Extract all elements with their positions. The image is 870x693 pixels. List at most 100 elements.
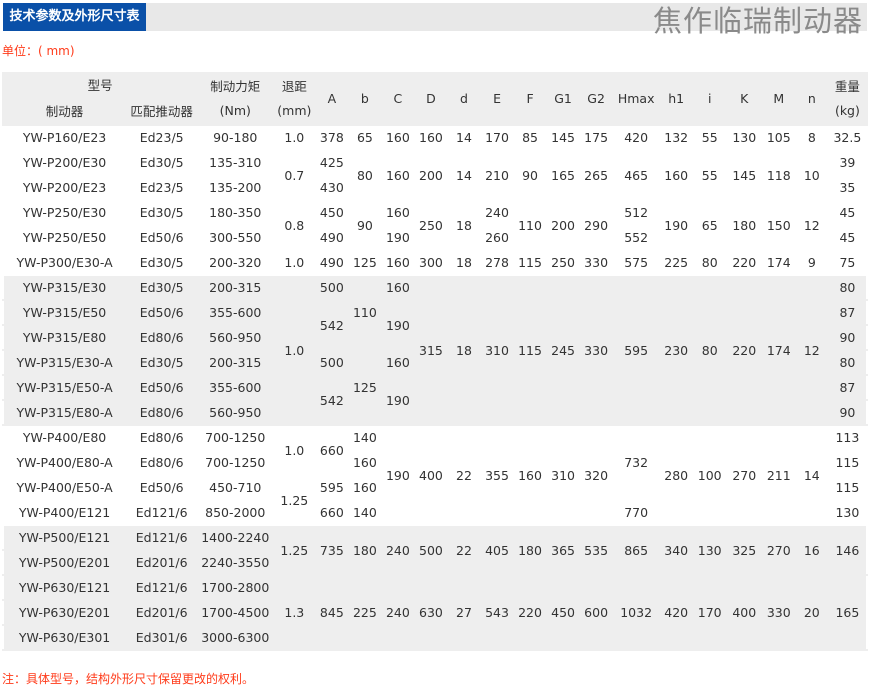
model-cell: YW-P250/E50 — [1, 224, 128, 251]
value-cell: 135-310 — [196, 149, 275, 176]
table-row: YW-P300/E30-A Ed30/5 200-320 1.0 490 125 160 30… — [1, 249, 869, 276]
value-cell: 16 — [794, 524, 829, 576]
value-cell: 100 — [691, 424, 728, 526]
table-row: YW-P250/E50 Ed50/6 300-550 490 190 260 552 45 — [1, 224, 869, 251]
value-cell: 105 — [760, 124, 797, 151]
value-cell: 230 — [658, 274, 694, 426]
header-model: 型号 — [1, 72, 199, 100]
value-cell: 560-950 — [196, 399, 275, 426]
value-cell: 211 — [760, 424, 797, 526]
value-cell: 175 — [578, 124, 614, 151]
value-cell: 535 — [578, 524, 614, 576]
header-dim-d: d — [446, 72, 482, 126]
value-cell: 90 — [826, 399, 869, 426]
value-cell: 310 — [545, 424, 581, 526]
value-cell: 180 — [725, 199, 763, 251]
value-cell: 55 — [691, 149, 728, 201]
value-cell: 220 — [725, 249, 763, 276]
header-stroke: 退距 (mm) — [272, 72, 317, 126]
value-cell: 595 — [611, 274, 661, 426]
value-cell: 500 — [314, 349, 350, 376]
value-cell: 80 — [691, 249, 728, 276]
value-cell: 1032 — [611, 574, 661, 651]
pusher-cell: Ed80/6 — [125, 424, 199, 451]
value-cell: 320 — [578, 424, 614, 526]
model-cell: YW-P200/E30 — [1, 149, 128, 176]
table-row: YW-P315/E50 Ed50/6 355-600 542 190 87 — [1, 299, 869, 351]
value-cell: 378 — [314, 124, 350, 151]
table-row: YW-P400/E121 Ed121/6 850-2000 660 140 770 130 — [1, 499, 869, 526]
table-row: YW-P315/E30-A Ed30/5 200-315 500 125 160 80 — [1, 349, 869, 426]
header-dim-hmax: Hmax — [611, 72, 661, 126]
value-cell: 165 — [826, 574, 869, 651]
value-cell: 174 — [760, 249, 797, 276]
value-cell: 500 — [413, 524, 449, 576]
value-cell: 55 — [691, 124, 728, 151]
value-cell: 132 — [658, 124, 694, 151]
value-cell: 700-1250 — [196, 424, 275, 451]
value-cell: 210 — [479, 149, 515, 201]
model-cell: YW-P315/E80-A — [1, 399, 128, 426]
value-cell: 278 — [479, 249, 515, 276]
value-cell: 12 — [794, 274, 829, 426]
value-cell: 190 — [380, 424, 416, 526]
value-cell: 330 — [578, 249, 614, 276]
value-cell: 450 — [545, 574, 581, 651]
value-cell: 0.8 — [272, 199, 317, 251]
value-cell: 400 — [413, 424, 449, 526]
value-cell: 160 — [380, 249, 416, 276]
header-dim-k: K — [725, 72, 763, 126]
value-cell: 90 — [347, 199, 383, 251]
value-cell: 160 — [380, 349, 416, 376]
value-cell: 660 — [314, 499, 350, 526]
value-cell: 595 — [314, 474, 350, 501]
model-cell: YW-P400/E80-A — [1, 449, 128, 476]
value-cell: 2240-3550 — [196, 549, 275, 576]
value-cell: 0.7 — [272, 149, 317, 201]
table-row: YW-P315/E80 Ed80/6 560-950 90 — [1, 324, 869, 351]
value-cell: 1.3 — [272, 574, 317, 651]
value-cell: 39 — [826, 149, 869, 176]
pusher-cell: Ed201/6 — [125, 549, 199, 576]
value-cell: 110 — [512, 199, 548, 251]
value-cell: 660 — [314, 424, 350, 476]
value-cell: 310 — [479, 274, 515, 426]
pusher-cell: Ed23/5 — [125, 124, 199, 151]
pusher-cell: Ed80/6 — [125, 449, 199, 476]
model-cell: YW-P315/E30 — [1, 274, 128, 301]
value-cell: 115 — [826, 474, 869, 501]
value-cell: 542 — [314, 374, 350, 426]
header-dim-a: A — [314, 72, 350, 126]
table-row: YW-P630/E121 Ed121/6 1700-2800 1.3 845 225 240… — [1, 574, 869, 651]
value-cell: 180 — [347, 524, 383, 576]
value-cell: 12 — [794, 199, 829, 251]
value-cell: 190 — [380, 224, 416, 251]
value-cell: 1.0 — [272, 124, 317, 151]
value-cell: 420 — [658, 574, 694, 651]
value-cell: 14 — [794, 424, 829, 526]
header-dim-f: F — [512, 72, 548, 126]
table-row: YW-P250/E30 Ed30/5 180-350 0.8 450 90 160 250 18… — [1, 199, 869, 251]
value-cell: 600 — [578, 574, 614, 651]
value-cell: 420 — [611, 124, 661, 151]
pusher-cell: Ed30/5 — [125, 249, 199, 276]
model-cell: YW-P500/E201 — [1, 549, 128, 576]
value-cell: 200-320 — [196, 249, 275, 276]
model-cell: YW-P300/E30-A — [1, 249, 128, 276]
value-cell: 552 — [611, 224, 661, 251]
header-dim-e: E — [479, 72, 515, 126]
value-cell: 65 — [347, 124, 383, 151]
value-cell: 80 — [347, 149, 383, 201]
pusher-cell: Ed23/5 — [125, 174, 199, 201]
value-cell: 250 — [545, 249, 581, 276]
value-cell: 265 — [578, 149, 614, 201]
model-cell: YW-P400/E121 — [1, 499, 128, 526]
value-cell: 125 — [347, 349, 383, 426]
value-cell: 174 — [760, 274, 797, 426]
pusher-cell: Ed50/6 — [125, 474, 199, 501]
pusher-cell: Ed30/5 — [125, 349, 199, 376]
value-cell: 225 — [347, 574, 383, 651]
value-cell: 10 — [794, 149, 829, 201]
value-cell: 200 — [545, 199, 581, 251]
